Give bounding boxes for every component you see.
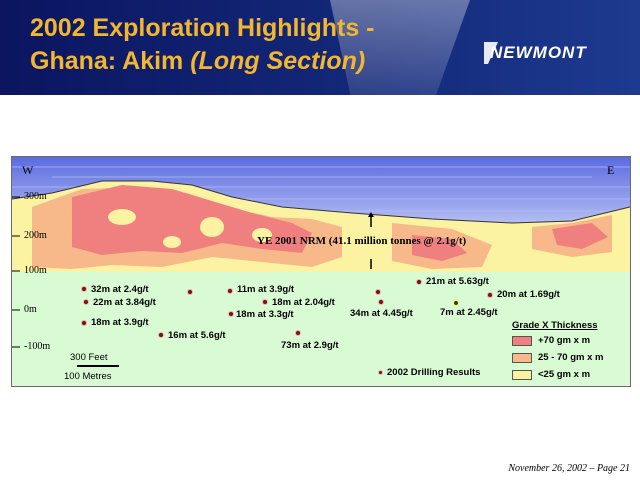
long-section-figure: W E 300m 200m 100m 0m -100m YE 2001 NRM … bbox=[11, 156, 631, 387]
scale-feet: 300 Feet bbox=[70, 352, 108, 363]
result-label: 11m at 3.9g/t bbox=[237, 284, 295, 295]
drill-pin bbox=[378, 299, 384, 305]
drill-pin bbox=[81, 286, 87, 292]
drilling-results-key: 2002 Drilling Results bbox=[387, 367, 481, 378]
drill-pin bbox=[227, 288, 233, 294]
result-label: 18m at 3.3g/t bbox=[236, 309, 294, 320]
result-label: 32m at 2.4g/t bbox=[91, 284, 149, 295]
drill-pin bbox=[487, 292, 493, 298]
result-label: 20m at 1.69g/t bbox=[497, 289, 560, 300]
elev-200: 200m bbox=[24, 230, 47, 241]
drill-pin bbox=[83, 299, 89, 305]
drill-pin bbox=[453, 300, 459, 306]
result-label: 34m at 4.45g/t bbox=[350, 308, 413, 319]
result-label: 16m at 5.6g/t bbox=[168, 330, 226, 341]
scale-metres: 100 Metres bbox=[64, 371, 112, 382]
drill-pin bbox=[375, 289, 381, 295]
scale-bar bbox=[77, 365, 119, 367]
drill-pin bbox=[228, 311, 234, 317]
legend-swatch-low bbox=[512, 370, 532, 380]
section-drawing bbox=[12, 157, 630, 386]
elev-0: 0m bbox=[24, 304, 37, 315]
result-label: 21m at 5.63g/t bbox=[426, 276, 489, 287]
result-label: 7m at 2.45g/t bbox=[440, 307, 498, 318]
drill-pin bbox=[262, 299, 268, 305]
drill-pin bbox=[158, 332, 164, 338]
title-line-1: 2002 Exploration Highlights - bbox=[30, 14, 375, 42]
newmont-logo-icon bbox=[484, 42, 498, 64]
arrow-up-icon bbox=[368, 212, 374, 217]
legend-swatch-medium bbox=[512, 353, 532, 363]
west-label: W bbox=[22, 163, 34, 177]
high-grade-zone bbox=[72, 185, 312, 255]
result-label: 73m at 2.9g/t bbox=[281, 340, 339, 351]
page-footer: November 26, 2002 – Page 21 bbox=[508, 463, 630, 474]
header-banner bbox=[0, 0, 640, 95]
title-line-2: Ghana: Akim (Long Section) bbox=[30, 47, 366, 75]
drill-pin bbox=[81, 320, 87, 326]
elev-300: 300m bbox=[24, 191, 47, 202]
legend-label-low: <25 gm x m bbox=[538, 369, 591, 380]
legend-swatch-high bbox=[512, 336, 532, 346]
topography-line bbox=[12, 180, 630, 224]
result-label: 18m at 2.04g/t bbox=[272, 297, 335, 308]
result-label: 18m at 3.9g/t bbox=[91, 317, 149, 328]
legend-title: Grade X Thickness bbox=[512, 320, 598, 331]
legend-label-high: +70 gm x m bbox=[538, 335, 591, 346]
elev-minus-100: -100m bbox=[24, 341, 51, 352]
result-label: 22m at 3.84g/t bbox=[93, 297, 156, 308]
ground-band bbox=[12, 272, 630, 386]
page-title: 2002 Exploration Highlights - Ghana: Aki… bbox=[30, 12, 375, 78]
logo-text: NEWMONT bbox=[490, 43, 587, 62]
resource-label: YE 2001 NRM (41.1 million tonnes @ 2.1g/… bbox=[257, 235, 467, 247]
legend-label-medium: 25 - 70 gm x m bbox=[538, 352, 604, 363]
drill-key-icon bbox=[378, 370, 383, 375]
elev-100: 100m bbox=[24, 265, 47, 276]
drill-pin bbox=[187, 289, 193, 295]
drill-pin bbox=[416, 279, 422, 285]
east-label: E bbox=[607, 163, 615, 177]
drill-pin bbox=[295, 330, 301, 336]
